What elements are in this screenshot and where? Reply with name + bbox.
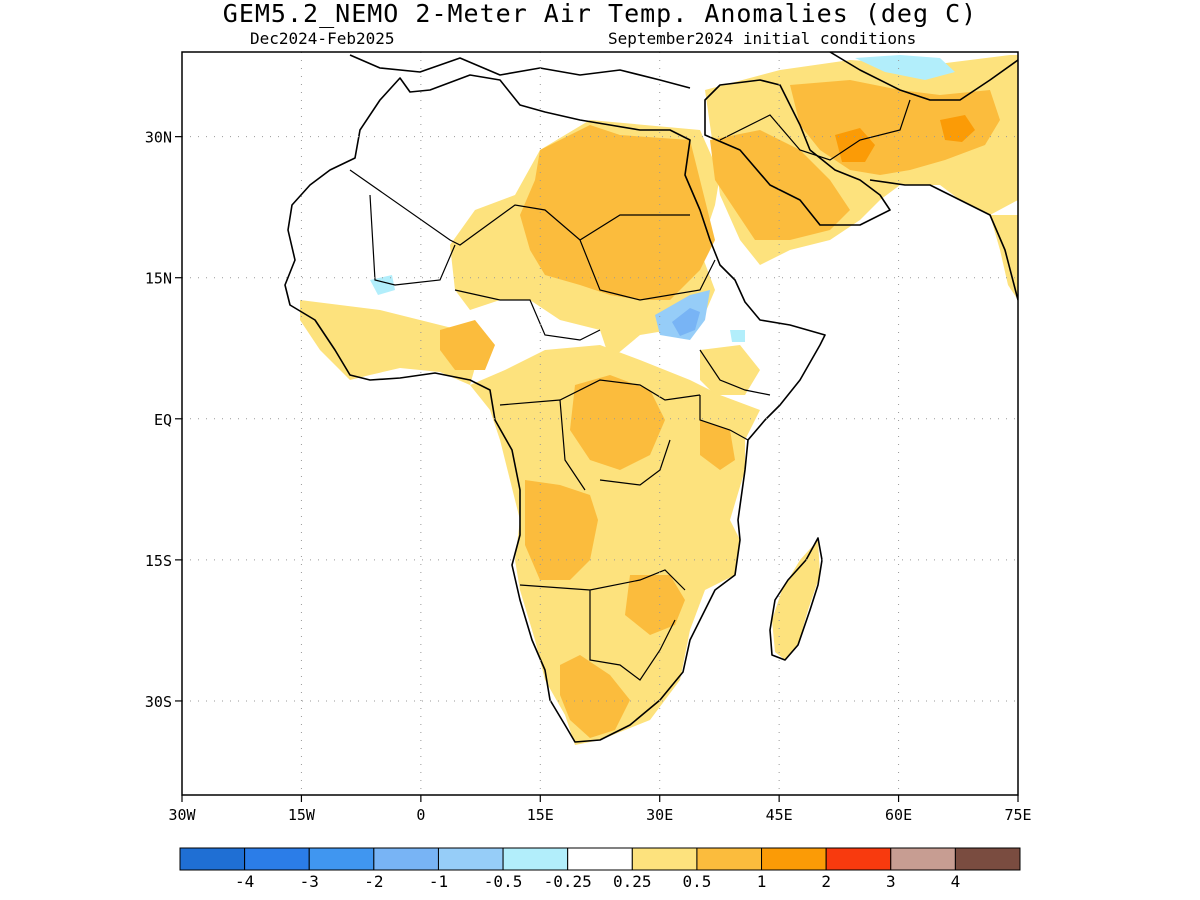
anomaly-core-iran: [940, 115, 975, 142]
lat-tick-label: EQ: [154, 411, 172, 429]
forecast-period: Dec2024-Feb2025: [250, 29, 395, 48]
anomaly-region-madagascar: [772, 540, 820, 660]
anomaly-region-west-africa: [300, 300, 480, 385]
colorbar-swatch: [308, 847, 375, 871]
initial-conditions: September2024 initial conditions: [608, 29, 917, 48]
plot-frame: [181, 51, 1019, 796]
colorbar-swatch: [761, 847, 827, 871]
anomaly-region-central-africa: [470, 345, 760, 745]
colorbar-swatch: [567, 847, 633, 871]
border-sahel: [369, 194, 601, 341]
coastlines: [284, 52, 1018, 743]
colorbar-label: 3: [886, 872, 896, 891]
anomaly-region-angola: [525, 480, 598, 580]
colorbar-swatch: [696, 847, 763, 871]
anomaly-cold-ethiopia-core: [672, 308, 700, 336]
colorbar: -4 -3 -2 -1 -0.5 -0.25 0.25 0.5 1 2 3 4: [179, 847, 1021, 891]
anomaly-region-sahara-east: [520, 125, 715, 300]
anomaly-shading-negative: [370, 55, 955, 342]
lon-tick-label: 15E: [527, 806, 554, 824]
europe-coastline: [349, 54, 691, 89]
colorbar-swatch: [373, 847, 439, 871]
lon-tick-label: 30W: [168, 806, 196, 824]
colorbar-swatch: [437, 847, 504, 871]
anomaly-region-arabia-core: [710, 130, 850, 240]
anomaly-core-arabia: [835, 128, 875, 162]
map-axes: 30N 15N EQ 15S 30S 30W 15W 0 15E 30E 45E 60E 75E: [145, 129, 1032, 824]
lon-tick-label: 0: [416, 806, 425, 824]
colorbar-swatch: [890, 847, 956, 871]
country-borders: [349, 99, 911, 681]
lon-tick-label: 45E: [766, 806, 793, 824]
lat-tick-label: 30S: [145, 693, 172, 711]
lon-tick-label: 75E: [1004, 806, 1031, 824]
colorbar-label: -0.25: [544, 872, 592, 891]
lat-tick-label: 30N: [145, 129, 172, 147]
colorbar-label: -4: [235, 872, 254, 891]
colorbar-label: 0.25: [613, 872, 652, 891]
anomaly-region-zambia: [625, 575, 685, 635]
lon-tick-label: 15W: [288, 806, 316, 824]
map-title: GEM5.2_NEMO 2-Meter Air Temp. Anomalies …: [222, 0, 978, 28]
colorbar-label: -1: [429, 872, 448, 891]
anomaly-region-nigeria: [440, 320, 495, 370]
colorbar-swatch: [631, 847, 698, 871]
lat-tick-label: 15S: [145, 552, 172, 570]
border-east: [699, 349, 771, 441]
colorbar-label: -0.5: [484, 872, 523, 891]
colorbar-label: 4: [951, 872, 961, 891]
anomaly-shading-deep: [835, 115, 975, 162]
colorbar-label: 1: [757, 872, 767, 891]
border-north-africa: [349, 169, 716, 301]
asia-coastline: [829, 52, 1018, 301]
madagascar-coastline: [769, 537, 823, 661]
colorbar-label: -3: [300, 872, 319, 891]
lon-tick-label: 60E: [885, 806, 912, 824]
anomaly-region-east-africa: [700, 420, 735, 470]
anomaly-cold-kenya: [730, 330, 745, 342]
anomaly-region-india: [990, 215, 1018, 300]
colorbar-swatch: [825, 847, 892, 871]
border-south: [519, 569, 686, 681]
colorbar-label: 0.5: [682, 872, 711, 891]
colorbar-swatch: [179, 847, 246, 871]
colorbar-swatch: [954, 847, 1021, 871]
lon-tick-label: 30E: [646, 806, 673, 824]
border-central: [499, 379, 701, 491]
arabia-coastline: [704, 79, 891, 226]
anomaly-region-horn: [700, 345, 760, 395]
anomaly-cold-central-asia: [855, 55, 955, 80]
colorbar-swatch: [502, 847, 569, 871]
colorbar-label: 2: [821, 872, 831, 891]
anomaly-region-congo: [570, 375, 665, 470]
colorbar-swatch: [244, 847, 310, 871]
map-layers: [284, 52, 1018, 745]
anomaly-region-southern: [560, 655, 630, 738]
border-arabia: [719, 99, 911, 161]
colorbar-label: -2: [364, 872, 383, 891]
lat-tick-label: 15N: [145, 270, 172, 288]
graticule: [181, 52, 1019, 795]
africa-coastline: [284, 74, 826, 743]
